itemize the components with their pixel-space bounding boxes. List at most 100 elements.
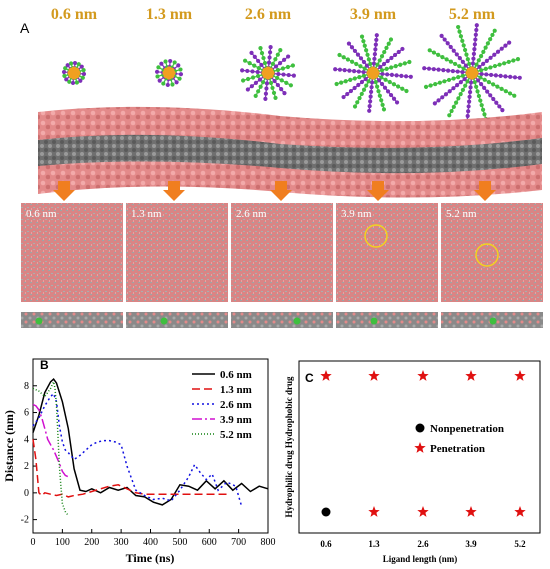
ligand-bead (282, 57, 287, 62)
arrows-row (53, 181, 496, 201)
ligand-bead (372, 51, 377, 57)
ligand-bead (472, 47, 477, 52)
snapshot: 0.6 nm (21, 203, 123, 328)
ligand-bead (466, 109, 471, 114)
y-tick-label: 2 (24, 461, 29, 472)
ligand-bead (497, 62, 502, 67)
legend-label: 5.2 nm (220, 429, 252, 441)
ligand-bead (441, 68, 446, 73)
panel-b-letter: B (40, 358, 49, 372)
ligand-bead (484, 72, 489, 77)
y-tick-label: 8 (24, 381, 29, 392)
snapshot-label: 2.6 nm (236, 208, 267, 220)
ligand-bead (343, 79, 348, 84)
ligand-bead (457, 56, 462, 61)
ligand-bead (377, 93, 382, 98)
ligand-bead (502, 61, 507, 66)
ligand-bead (479, 82, 484, 87)
ligand-bead (444, 57, 449, 62)
ligand-bead (369, 80, 375, 85)
ligand-bead (286, 72, 291, 78)
ligand-bead (341, 94, 346, 100)
ligand-bead (503, 43, 508, 48)
ligand-bead (483, 66, 488, 71)
ligand-bead (463, 63, 469, 68)
ligand-bead (492, 28, 497, 33)
ligand-bead (255, 73, 261, 79)
ligand-bead (433, 81, 438, 87)
ligand-bead (352, 85, 357, 91)
legend-label: 0.6 nm (220, 369, 252, 381)
ligand-bead (79, 64, 84, 69)
ligand-bead (497, 104, 502, 109)
ligand-bead (385, 89, 391, 94)
legend-label: Penetration (430, 443, 485, 455)
np-label: 3.9 nm (350, 6, 397, 23)
ligand-bead (253, 93, 258, 99)
ligand-bead (69, 61, 74, 66)
ligand-bead (161, 81, 166, 86)
ligand-bead (391, 96, 397, 101)
ligand-bead (432, 101, 437, 106)
ligand-bead (402, 61, 407, 66)
ligand-bead (494, 100, 499, 105)
ligand-bead (357, 75, 362, 80)
highlight-circle (364, 224, 388, 248)
ligand-bead (339, 80, 344, 85)
ligand-bead (268, 45, 273, 50)
ligand-bead (275, 82, 280, 88)
ligand-bead (374, 37, 379, 43)
ligand-bead (337, 52, 342, 58)
ligand-bead (465, 79, 470, 84)
ligand-bead (352, 48, 358, 54)
ligand-bead (492, 63, 498, 69)
ligand-bead (268, 80, 274, 86)
ligand-bead (333, 67, 338, 72)
ligand-bead (373, 79, 378, 85)
ligand-bead (168, 58, 173, 64)
np-label: 1.3 nm (146, 6, 193, 23)
ligand-bead (474, 84, 479, 89)
ligand-bead (81, 68, 86, 73)
ligand-bead (384, 45, 389, 50)
ligand-bead (431, 67, 436, 72)
ligand-bead (72, 60, 78, 66)
series-lines (32, 377, 269, 517)
ligand-bead (362, 66, 367, 71)
ligand-bead (482, 77, 487, 82)
ligand-bead (379, 68, 385, 73)
ligand-bead (448, 44, 453, 50)
ligand-bead (373, 47, 378, 52)
ligand-bead (290, 63, 295, 68)
ligand-bead (512, 93, 517, 98)
x-tick-label: 700 (231, 537, 246, 548)
ligand-bead (65, 63, 70, 68)
legend-label: Nonpenetration (430, 423, 504, 435)
ligand-bead (456, 24, 461, 30)
ligand-bead (478, 75, 483, 80)
ligand-bead (503, 89, 508, 94)
ligand-bead (372, 56, 377, 61)
nanoparticle (333, 33, 413, 113)
down-arrow (474, 181, 496, 201)
ligand-bead (352, 76, 357, 81)
ligand-bead (275, 52, 280, 57)
ligand-bead (280, 66, 286, 71)
ligand-bead (172, 60, 177, 65)
y-tick-label: 6 (24, 408, 29, 419)
legend-dot (415, 423, 425, 433)
ligand-bead (273, 57, 278, 62)
legend: Nonpenetration Penetration (414, 423, 504, 455)
ligand-bead (486, 79, 492, 85)
ligand-bead (495, 49, 501, 54)
y-tick-label: 0 (24, 488, 29, 499)
np-in-membrane (370, 317, 378, 325)
x-tick-label: 500 (172, 537, 187, 548)
ligand-bead (382, 49, 387, 55)
down-arrow (163, 181, 185, 201)
ligand-bead (458, 80, 463, 85)
ligand-bead (455, 83, 460, 88)
ligand-bead (389, 65, 394, 70)
ligand-bead (517, 75, 522, 80)
ligand-bead (64, 77, 69, 82)
